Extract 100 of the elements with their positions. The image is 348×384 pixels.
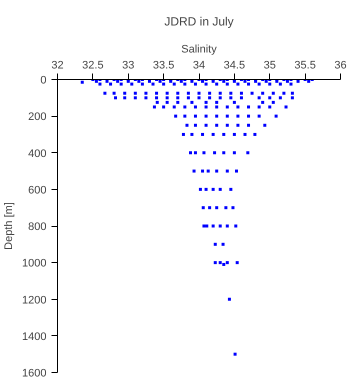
x-tick-label: 36 — [334, 60, 347, 72]
point — [214, 261, 217, 264]
chart-title: JDRD in July — [164, 14, 234, 28]
point — [247, 124, 250, 127]
point — [156, 100, 159, 104]
y-tick-label: 1600 — [22, 368, 47, 380]
point — [201, 80, 204, 83]
x-tick-label: 32.5 — [82, 60, 104, 72]
point — [226, 224, 229, 228]
point — [172, 82, 176, 86]
point — [183, 82, 186, 86]
x-tick-label: 32 — [51, 60, 64, 72]
point — [231, 206, 234, 210]
point — [268, 82, 272, 86]
point — [114, 96, 118, 100]
point — [215, 124, 218, 127]
point — [236, 124, 240, 127]
point — [236, 114, 240, 118]
point — [274, 114, 278, 118]
y-tick-label: 1000 — [22, 258, 47, 270]
point — [229, 188, 232, 191]
point — [229, 92, 232, 95]
point — [258, 105, 261, 108]
point — [234, 352, 237, 356]
point — [194, 151, 197, 154]
point — [240, 96, 243, 100]
point — [158, 80, 162, 83]
point — [261, 92, 264, 95]
point — [144, 92, 148, 95]
y-axis-title: Depth [m] — [3, 202, 16, 250]
point — [278, 96, 282, 100]
point — [80, 80, 84, 84]
point — [226, 124, 229, 127]
point — [213, 151, 216, 154]
point — [215, 82, 218, 86]
point — [94, 80, 98, 83]
y-tick-label: 0 — [40, 74, 47, 86]
x-axis-title: Salinity — [181, 44, 218, 56]
point — [130, 82, 134, 86]
point — [232, 100, 236, 104]
point — [137, 80, 140, 83]
point — [261, 100, 264, 104]
point — [162, 82, 166, 86]
point — [258, 114, 261, 118]
point — [215, 170, 218, 173]
point — [208, 96, 212, 100]
point — [212, 224, 215, 228]
point — [204, 188, 208, 191]
point — [123, 92, 126, 95]
point — [218, 96, 222, 100]
point — [198, 96, 200, 100]
point — [247, 105, 250, 108]
point — [109, 82, 112, 86]
x-tick-label: 35.5 — [294, 60, 316, 72]
point — [194, 82, 197, 86]
point — [232, 151, 236, 154]
point — [250, 92, 254, 95]
x-tick-label: 34.5 — [224, 60, 246, 72]
point — [215, 114, 218, 118]
point — [186, 96, 190, 100]
point — [194, 114, 197, 118]
point — [204, 105, 208, 108]
point — [226, 114, 229, 118]
point — [228, 298, 231, 301]
y-tick-label: 1400 — [22, 330, 47, 343]
point — [224, 206, 228, 210]
point — [182, 132, 185, 136]
point — [112, 92, 116, 95]
point — [208, 206, 212, 210]
point — [202, 151, 206, 154]
point — [204, 114, 208, 118]
point — [186, 92, 190, 95]
point — [201, 132, 204, 136]
point — [183, 105, 186, 108]
point — [222, 262, 226, 266]
point — [243, 132, 246, 136]
point — [268, 105, 272, 108]
point — [234, 170, 238, 173]
point — [222, 151, 226, 154]
point — [204, 100, 208, 104]
point — [204, 124, 208, 127]
point — [247, 82, 250, 86]
point — [201, 170, 204, 173]
x-tick-label: 33.5 — [152, 60, 174, 72]
point — [215, 100, 218, 104]
point — [206, 170, 210, 173]
y-tick-label: 200 — [28, 111, 47, 124]
point — [214, 242, 217, 246]
y-tick-label: 400 — [28, 148, 47, 160]
point — [166, 96, 169, 100]
point — [190, 100, 194, 104]
point — [204, 82, 208, 86]
point — [202, 206, 205, 210]
point — [208, 92, 212, 95]
point — [174, 114, 178, 118]
point — [123, 96, 126, 100]
point — [258, 82, 261, 86]
point — [194, 105, 197, 108]
point — [232, 132, 236, 136]
point — [176, 96, 180, 100]
